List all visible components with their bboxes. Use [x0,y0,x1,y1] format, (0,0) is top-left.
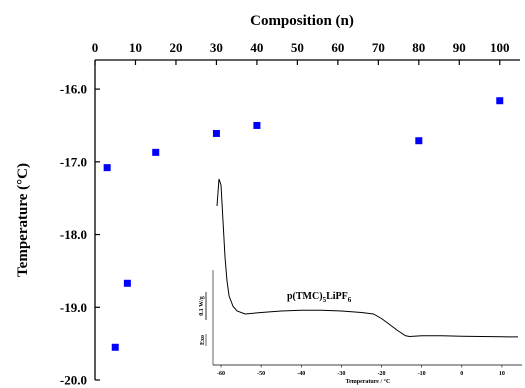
x-tick-label: 30 [210,40,223,55]
inset-x-tick-label: -10 [418,371,426,377]
x-tick-label: 0 [92,40,99,55]
x-tick-label: 90 [453,40,466,55]
inset-exo-label: Exo [200,335,206,345]
y-tick-label: -16.0 [60,82,87,97]
inset-annotation: p(TMC)5LiPF6 [287,291,352,304]
inset-x-tick-label: -60 [217,371,225,377]
inset-x-tick-label: -50 [257,371,265,377]
y-axis-ticks: -20.0 -19.0 -18.0 -17.0 -16.0 [60,82,100,388]
x-tick-label: 20 [169,40,182,55]
inset-x-tick-label: 10 [499,371,505,377]
data-point [111,343,119,351]
inset-x-axis-title: Temperature / °C [346,378,391,385]
x-tick-label: 10 [129,40,142,55]
x-tick-label: 40 [250,40,263,55]
x-tick-label: 50 [291,40,304,55]
y-tick-label: -20.0 [60,373,87,388]
x-axis-ticks: 0 10 20 30 40 50 60 70 80 90 100 [92,40,510,65]
data-points [103,97,504,351]
x-tick-label: 80 [412,40,425,55]
y-tick-label: -19.0 [60,300,87,315]
data-point [253,121,261,129]
data-point [152,148,160,156]
x-tick-label: 70 [372,40,385,55]
y-axis-title: Temperature (°C) [15,163,31,277]
inset-dsc-plot: -60 -50 -40 -30 -20 -10 0 10 p(TMC)5LiPF6 Tempe… [199,178,523,385]
inset-x-tick-label: 0 [460,371,463,377]
data-point [123,279,131,287]
main-axes: 0 10 20 30 40 50 60 70 80 90 100 -20.0-19.0-18.0-1… [60,40,520,388]
y-tick-label: -18.0 [60,227,87,242]
y-tick-label: -17.0 [60,154,87,169]
inset-x-tick-label: -30 [337,371,345,377]
inset-scale-label: 0.1 W/g [199,296,205,316]
x-axis-title: Composition (n) [250,13,354,29]
dsc-curve [216,178,519,338]
inset-background [210,210,523,370]
inset-x-ticks: -60 -50 -40 -30 -20 -10 0 10 [217,365,505,377]
data-point [212,129,220,137]
x-tick-label: 100 [490,40,510,55]
x-tick-label: 60 [331,40,344,55]
inset-x-tick-label: -40 [297,371,305,377]
inset-x-tick-label: -20 [378,371,386,377]
data-point [496,97,504,105]
data-point [415,137,423,145]
data-point [103,164,111,172]
